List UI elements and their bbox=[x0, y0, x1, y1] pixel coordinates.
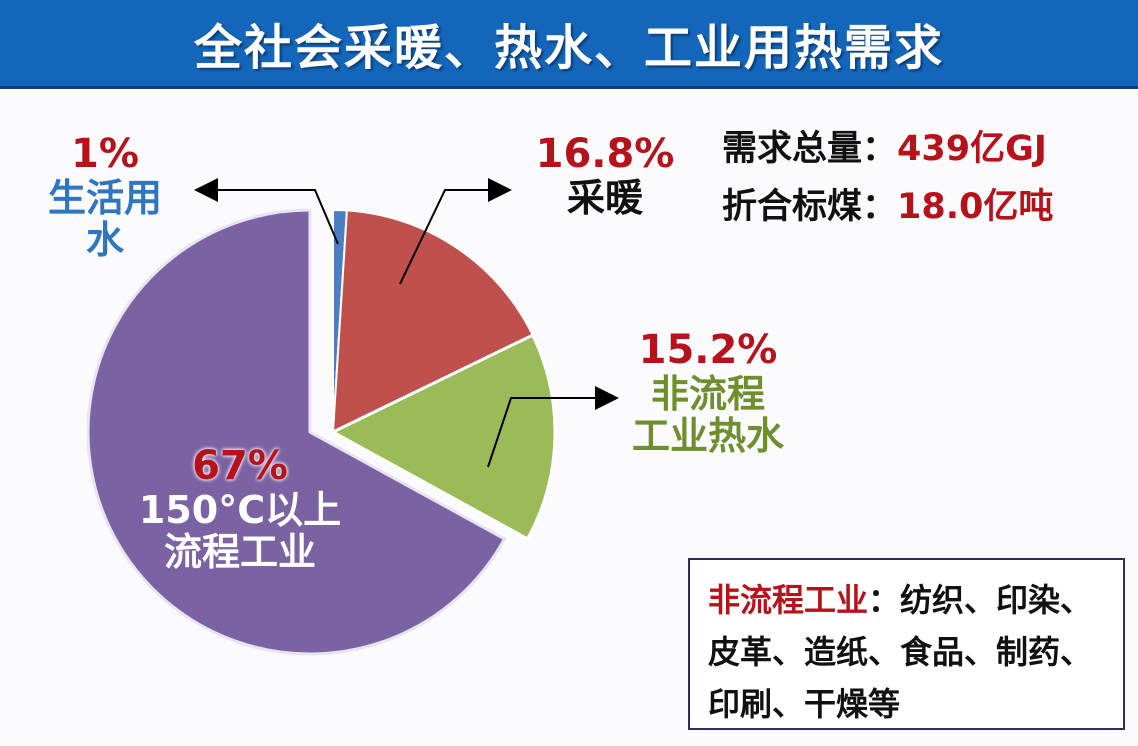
note-box: 非流程工业：纺织、印染、皮革、造纸、食品、制药、印刷、干燥等 bbox=[688, 558, 1125, 730]
pct-heating: 16.8% bbox=[535, 131, 675, 177]
label-process-industry: 67% 150°C以上 流程工业 bbox=[120, 444, 360, 574]
coal-value: 18.0亿吨 bbox=[897, 187, 1054, 227]
demand-total-row: 需求总量：439亿GJ bbox=[722, 120, 1053, 178]
name-process-2: 流程工业 bbox=[163, 530, 316, 575]
label-heating: 16.8% 采暖 bbox=[520, 132, 690, 219]
name-domestic-water: 生活用水 bbox=[47, 175, 162, 263]
sep: ： bbox=[862, 187, 898, 227]
name-process-1: 150°C以上 bbox=[138, 487, 342, 532]
name-heating: 采暖 bbox=[566, 175, 643, 220]
pct-process-industry: 67% bbox=[192, 443, 288, 489]
chart-title: 全社会采暖、热水、工业用热需求 bbox=[193, 20, 944, 76]
note-text: ：纺织、印染、皮革、造纸、食品、制药、印刷、干燥等 bbox=[708, 581, 1093, 723]
leader-heating bbox=[399, 178, 512, 285]
slice-process-industry bbox=[86, 208, 507, 656]
label-domestic-water: 1% 生活用水 bbox=[40, 132, 170, 262]
name-non-process-1: 非流程 bbox=[650, 371, 765, 416]
demand-value: 439亿GJ bbox=[897, 129, 1047, 169]
sep: ： bbox=[862, 129, 898, 169]
name-non-process-2: 工业热水 bbox=[631, 414, 784, 459]
leader-domestic-water bbox=[194, 178, 339, 245]
label-non-process: 15.2% 非流程 工业热水 bbox=[618, 328, 798, 458]
demand-label: 需求总量 bbox=[722, 129, 863, 169]
note-highlight: 非流程工业 bbox=[708, 581, 869, 619]
leader-non-process bbox=[487, 386, 619, 468]
coal-row: 折合标煤：18.0亿吨 bbox=[722, 178, 1053, 236]
pct-non-process: 15.2% bbox=[638, 327, 778, 373]
pct-domestic-water: 1% bbox=[71, 131, 139, 177]
slice-non-process-hot-water bbox=[329, 333, 557, 541]
slice-heating bbox=[331, 209, 535, 434]
coal-label: 折合标煤 bbox=[722, 187, 863, 227]
totals-panel: 需求总量：439亿GJ 折合标煤：18.0亿吨 bbox=[722, 120, 1053, 236]
title-banner: 全社会采暖、热水、工业用热需求 bbox=[0, 0, 1138, 89]
